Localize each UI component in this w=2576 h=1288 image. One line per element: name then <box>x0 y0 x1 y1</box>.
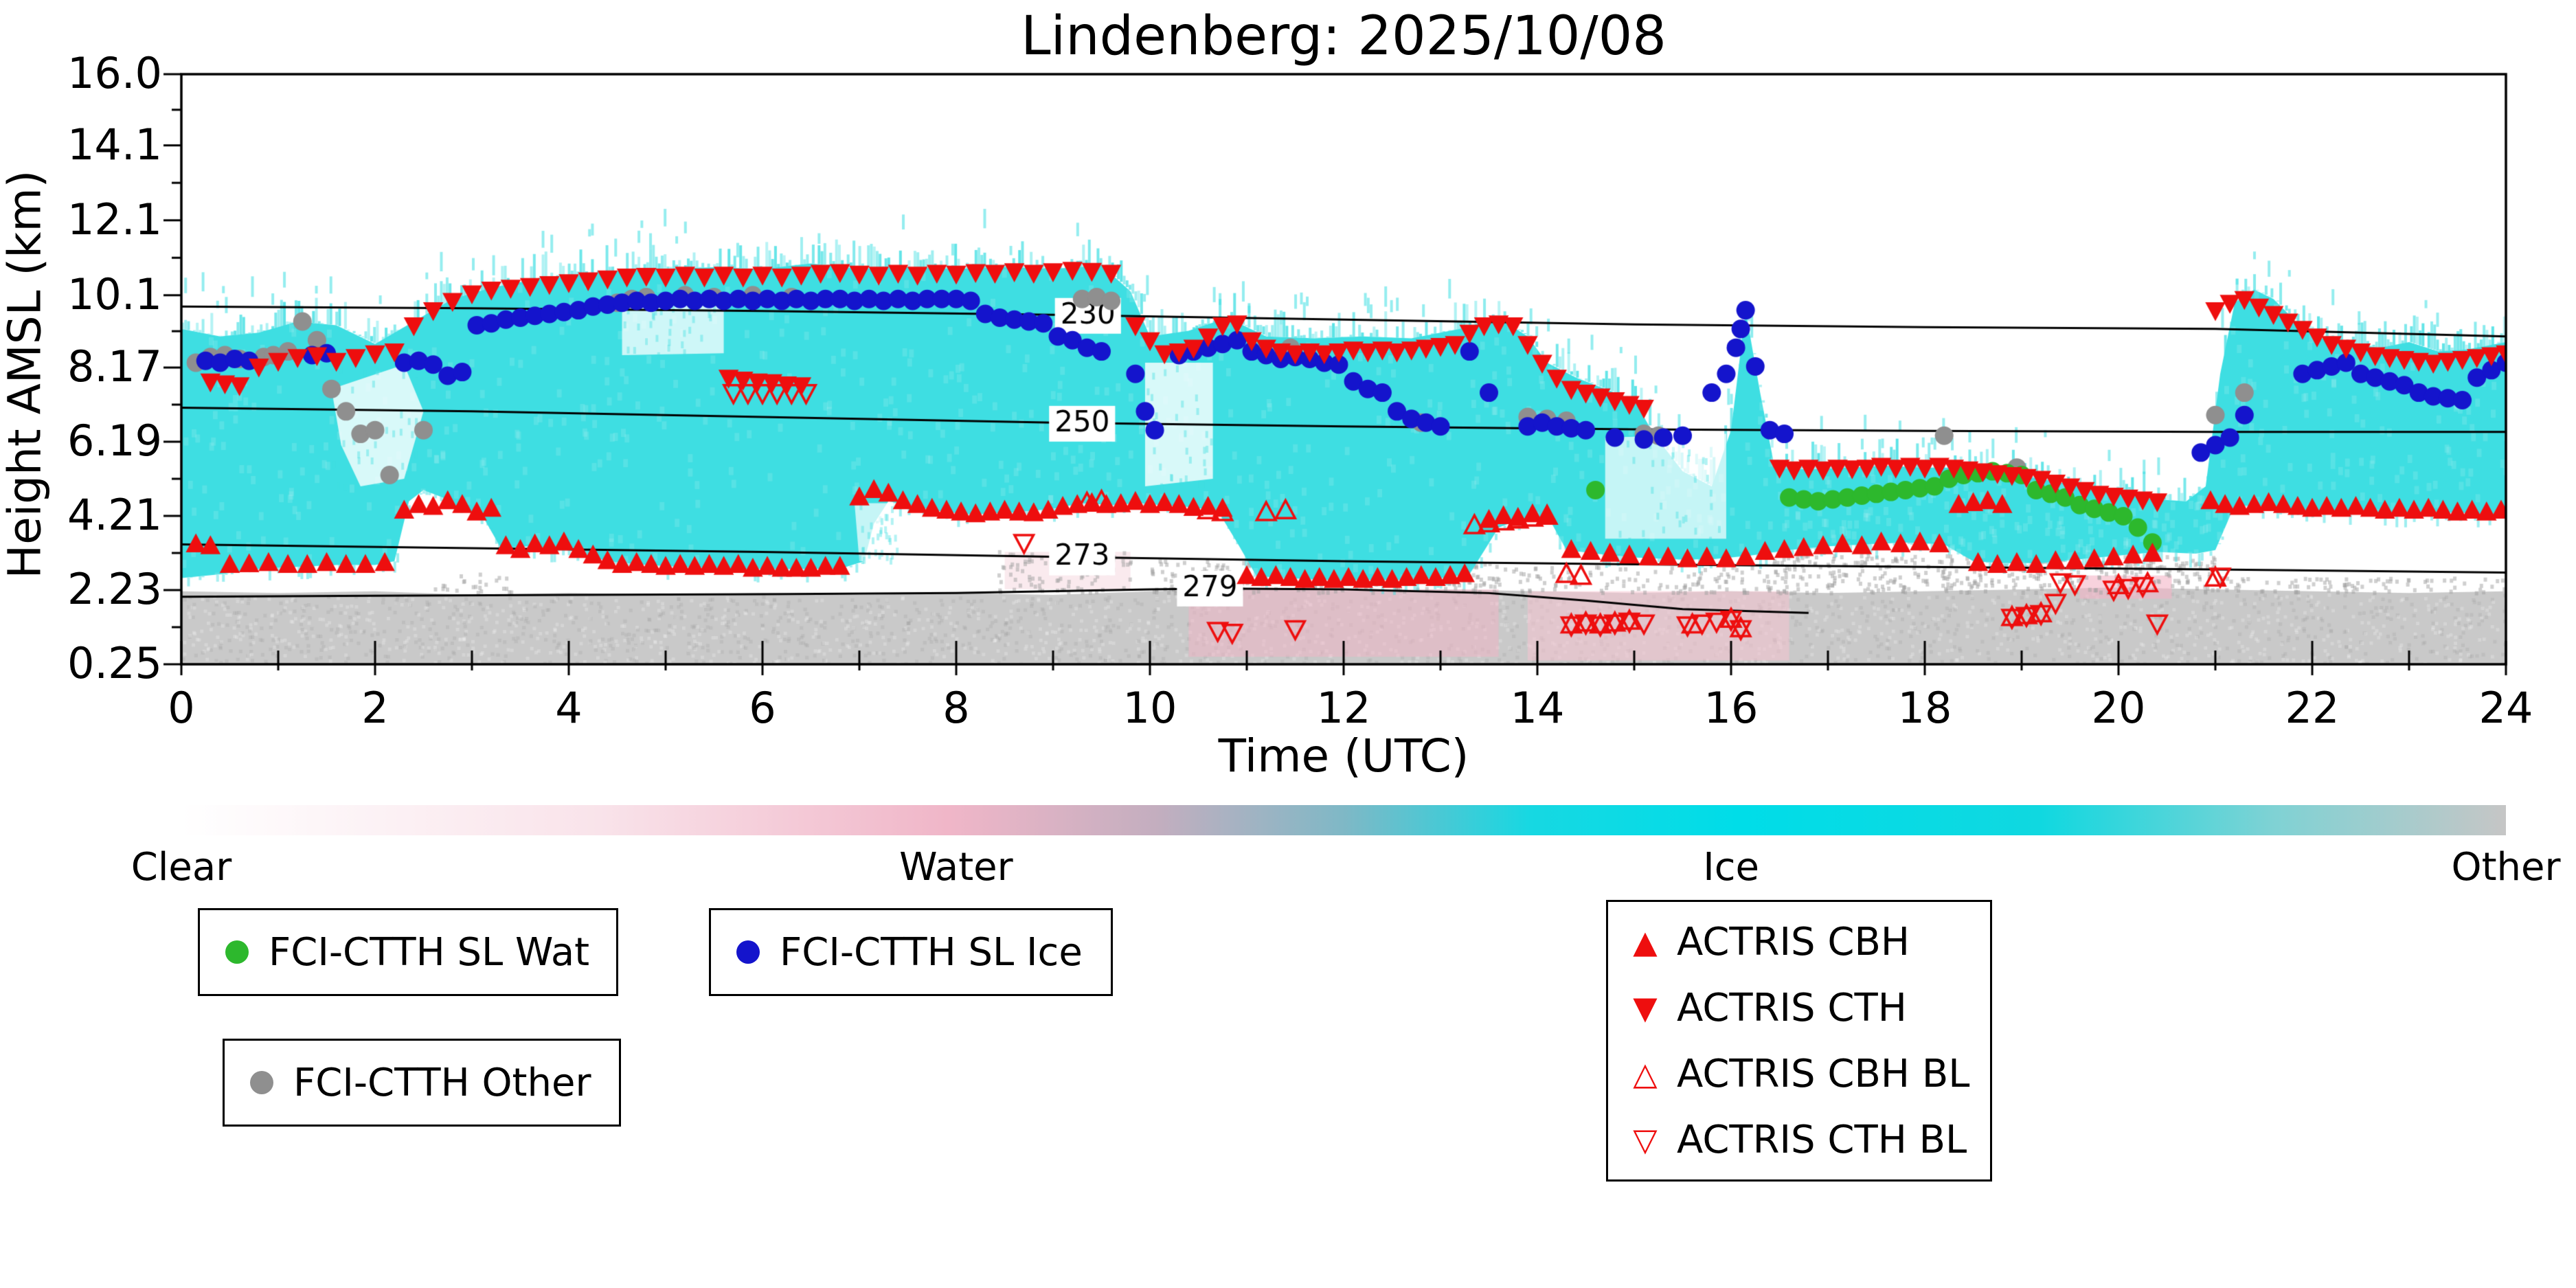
classification-colorbar <box>181 805 2506 835</box>
x-tick-label: 6 <box>749 683 776 733</box>
legend-item: △ ACTRIS CBH BL <box>1626 1041 1972 1107</box>
y-tick-label: 10.1 <box>67 269 162 319</box>
x-tick-labels: 0 2 4 6 8 10 12 14 16 18 20 22 24 <box>0 683 2576 738</box>
y-tick-label: 8.17 <box>67 341 162 392</box>
legend-item: ▽ ACTRIS CTH BL <box>1626 1107 1972 1173</box>
x-tick-label: 12 <box>1316 683 1371 733</box>
x-tick-label: 16 <box>1704 683 1759 733</box>
colorbar-label-water: Water <box>899 845 1013 890</box>
chart-title: Lindenberg: 2025/10/08 <box>1021 5 1667 67</box>
y-tick-label: 16.0 <box>67 48 162 98</box>
colorbar-label-ice: Ice <box>1703 845 1759 890</box>
legend-item-label: FCI-CTTH Other <box>293 1060 591 1105</box>
legend-item-label: FCI-CTTH SL Wat <box>269 929 590 975</box>
triangle-down-open-marker-icon: ▽ <box>1633 1121 1658 1158</box>
legend-item-label: ACTRIS CTH <box>1677 985 1907 1030</box>
circle-marker-icon <box>736 940 760 964</box>
y-tick-label: 2.23 <box>67 564 162 614</box>
legend-box-3: ▲ ACTRIS CBH ▼ ACTRIS CTH △ ACTRIS CBH BL ▽ ACT… <box>1606 900 1992 1182</box>
x-tick-label: 2 <box>361 683 389 733</box>
legend-item: FCI-CTTH SL Wat <box>218 919 598 985</box>
x-tick-label: 20 <box>2091 683 2146 733</box>
colorbar-label-other: Other <box>2451 845 2561 890</box>
y-tick-label: 6.19 <box>67 416 162 466</box>
x-tick-label: 24 <box>2478 683 2533 733</box>
triangle-up-open-marker-icon: △ <box>1633 1055 1658 1092</box>
legend-item: ▼ ACTRIS CTH <box>1626 975 1972 1041</box>
circle-marker-icon <box>225 940 249 964</box>
legend-item-label: ACTRIS CBH BL <box>1677 1051 1970 1096</box>
legend-item-label: ACTRIS CBH <box>1677 919 1910 964</box>
time-height-plot-canvas <box>0 0 2576 797</box>
colorbar-label-clear: Clear <box>131 845 232 890</box>
y-tick-label: 12.1 <box>67 194 162 245</box>
legend-box-2: FCI-CTTH Other <box>223 1039 621 1127</box>
legend-box-0: FCI-CTTH SL Wat <box>198 908 618 996</box>
x-tick-label: 22 <box>2285 683 2340 733</box>
y-tick-label: 0.25 <box>67 638 162 688</box>
legend-item: FCI-CTTH Other <box>242 1050 601 1116</box>
legend-item: FCI-CTTH SL Ice <box>729 919 1093 985</box>
x-tick-label: 10 <box>1122 683 1177 733</box>
x-tick-label: 8 <box>942 683 970 733</box>
legend-box-1: FCI-CTTH SL Ice <box>709 908 1113 996</box>
y-tick-label: 4.21 <box>67 490 162 541</box>
colorbar-labels: Clear Water Ice Other <box>0 845 2576 894</box>
x-tick-label: 4 <box>555 683 583 733</box>
x-tick-label: 18 <box>1897 683 1952 733</box>
y-tick-label: 14.1 <box>67 119 162 170</box>
legend-item-label: FCI-CTTH SL Ice <box>780 929 1083 975</box>
x-axis-label: Time (UTC) <box>1218 730 1469 782</box>
x-tick-label: 0 <box>168 683 195 733</box>
x-tick-label: 14 <box>1510 683 1565 733</box>
triangle-down-marker-icon: ▼ <box>1633 989 1658 1026</box>
triangle-up-marker-icon: ▲ <box>1633 923 1658 960</box>
circle-marker-icon <box>250 1071 273 1094</box>
legend-item: ▲ ACTRIS CBH <box>1626 909 1972 975</box>
legend-item-label: ACTRIS CTH BL <box>1677 1117 1967 1162</box>
